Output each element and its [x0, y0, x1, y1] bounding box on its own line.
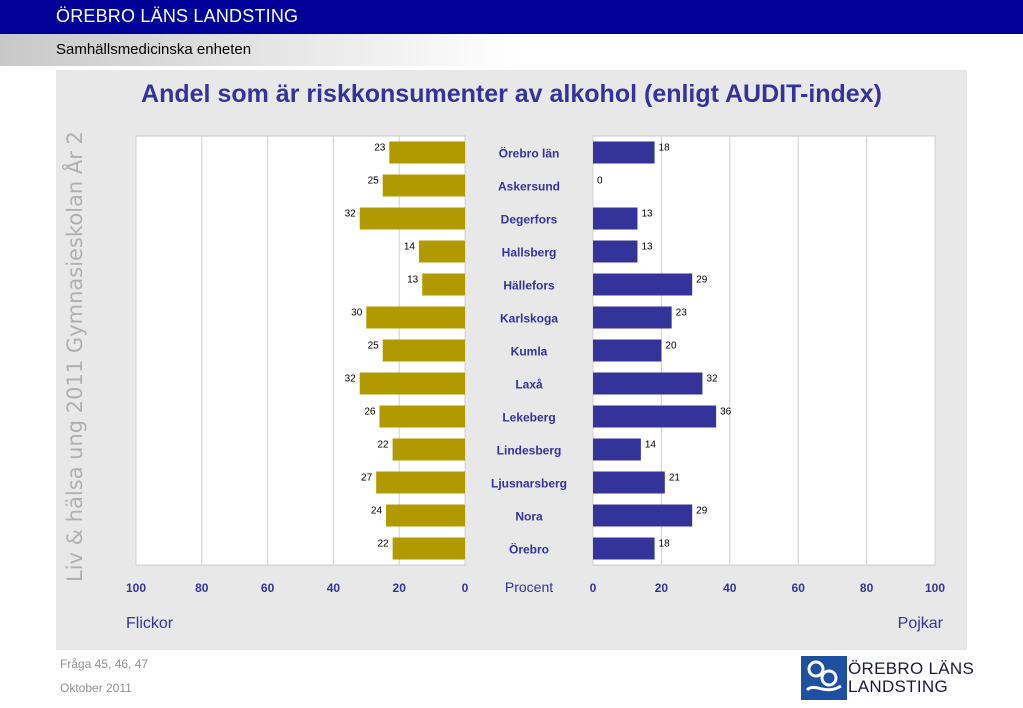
- boys-bar: [593, 306, 672, 329]
- chart-title: Andel som är riskkonsumenter av alkohol …: [141, 80, 882, 108]
- girls-data-label: 22: [377, 440, 389, 451]
- boys-bar: [593, 438, 641, 461]
- category-label: Nora: [515, 510, 543, 524]
- boys-tick-label: 40: [723, 581, 737, 595]
- girls-tick-label: 80: [195, 581, 209, 595]
- boys-series-label: Pojkar: [898, 615, 944, 632]
- girls-series-label: Flickor: [126, 615, 174, 632]
- boys-bar: [593, 537, 655, 560]
- girls-tick-label: 0: [462, 581, 469, 595]
- girls-data-label: 32: [345, 209, 357, 220]
- girls-data-label: 13: [407, 275, 419, 286]
- header-bar: [0, 0, 1023, 34]
- logo-line-2: LANDSTING: [848, 677, 948, 696]
- publication-date: Oktober 2011: [60, 681, 132, 695]
- girls-tick-label: 20: [393, 581, 407, 595]
- boys-data-label: 0: [597, 176, 603, 187]
- boys-bar: [593, 207, 638, 230]
- girls-bar: [376, 471, 465, 494]
- boys-bar: [593, 240, 638, 263]
- boys-bar: [593, 273, 693, 296]
- x-axis-label: Procent: [505, 579, 553, 595]
- boys-data-label: 13: [641, 242, 653, 253]
- category-label: Askersund: [498, 180, 560, 194]
- girls-bar: [382, 174, 465, 197]
- category-label: Lindesberg: [497, 444, 562, 458]
- girls-tick-label: 60: [261, 581, 275, 595]
- boys-bar: [593, 141, 655, 164]
- question-reference: Fråga 45, 46, 47: [60, 657, 149, 671]
- boys-tick-label: 60: [792, 581, 806, 595]
- boys-data-label: 21: [669, 473, 681, 484]
- logo-wordmark: ÖREBRO LÄNS LANDSTING: [848, 660, 974, 696]
- boys-tick-label: 0: [590, 581, 597, 595]
- logo-line-1: ÖREBRO LÄNS: [848, 659, 975, 678]
- girls-data-label: 22: [377, 539, 389, 550]
- category-label: Örebro: [509, 542, 549, 557]
- category-label: Karlskoga: [500, 312, 558, 326]
- boys-data-label: 36: [720, 407, 732, 418]
- girls-bar: [359, 207, 465, 230]
- category-label: Degerfors: [501, 213, 558, 227]
- girls-tick-label: 100: [126, 581, 146, 595]
- boys-data-label: 29: [696, 506, 708, 517]
- boys-bar: [593, 471, 665, 494]
- category-label: Hallsberg: [502, 246, 557, 260]
- girls-bar: [392, 537, 465, 560]
- boys-tick-label: 80: [860, 581, 874, 595]
- boys-tick-label: 100: [925, 581, 945, 595]
- boys-data-label: 18: [659, 539, 671, 550]
- boys-bar: [593, 339, 662, 362]
- boys-data-label: 13: [641, 209, 653, 220]
- girls-data-label: 14: [404, 242, 416, 253]
- girls-bar: [366, 306, 465, 329]
- category-label: Laxå: [515, 378, 543, 392]
- girls-bar: [389, 141, 465, 164]
- girls-data-label: 24: [371, 506, 383, 517]
- girls-tick-label: 40: [327, 581, 341, 595]
- girls-data-label: 27: [361, 473, 373, 484]
- girls-data-label: 26: [364, 407, 376, 418]
- boys-tick-label: 20: [655, 581, 669, 595]
- boys-data-label: 23: [676, 308, 688, 319]
- girls-bar: [392, 438, 465, 461]
- category-label: Ljusnarsberg: [491, 477, 567, 491]
- category-label: Lekeberg: [502, 411, 555, 425]
- girls-bar: [418, 240, 465, 263]
- girls-data-label: 25: [368, 176, 380, 187]
- girls-bar: [359, 372, 465, 395]
- girls-data-label: 32: [345, 374, 357, 385]
- boys-bar: [593, 405, 717, 428]
- girls-bar: [422, 273, 465, 296]
- boys-data-label: 29: [696, 275, 708, 286]
- category-label: Kumla: [511, 345, 548, 359]
- landsting-logo-icon: [801, 656, 847, 700]
- category-label: Hällefors: [503, 279, 555, 293]
- subheader-bar: [0, 34, 520, 66]
- girls-bar: [386, 504, 465, 527]
- boys-bar: [593, 504, 693, 527]
- girls-bar: [379, 405, 465, 428]
- boys-bar: [593, 372, 703, 395]
- boys-data-label: 18: [659, 143, 671, 154]
- organization-title: ÖREBRO LÄNS LANDSTING: [56, 6, 299, 26]
- boys-data-label: 32: [706, 374, 718, 385]
- girls-data-label: 25: [368, 341, 380, 352]
- girls-data-label: 23: [374, 143, 386, 154]
- girls-data-label: 30: [351, 308, 363, 319]
- boys-data-label: 20: [665, 341, 677, 352]
- category-label: Örebro län: [499, 146, 560, 161]
- girls-bar: [382, 339, 465, 362]
- department-title: Samhällsmedicinska enheten: [56, 41, 252, 58]
- boys-data-label: 14: [645, 440, 657, 451]
